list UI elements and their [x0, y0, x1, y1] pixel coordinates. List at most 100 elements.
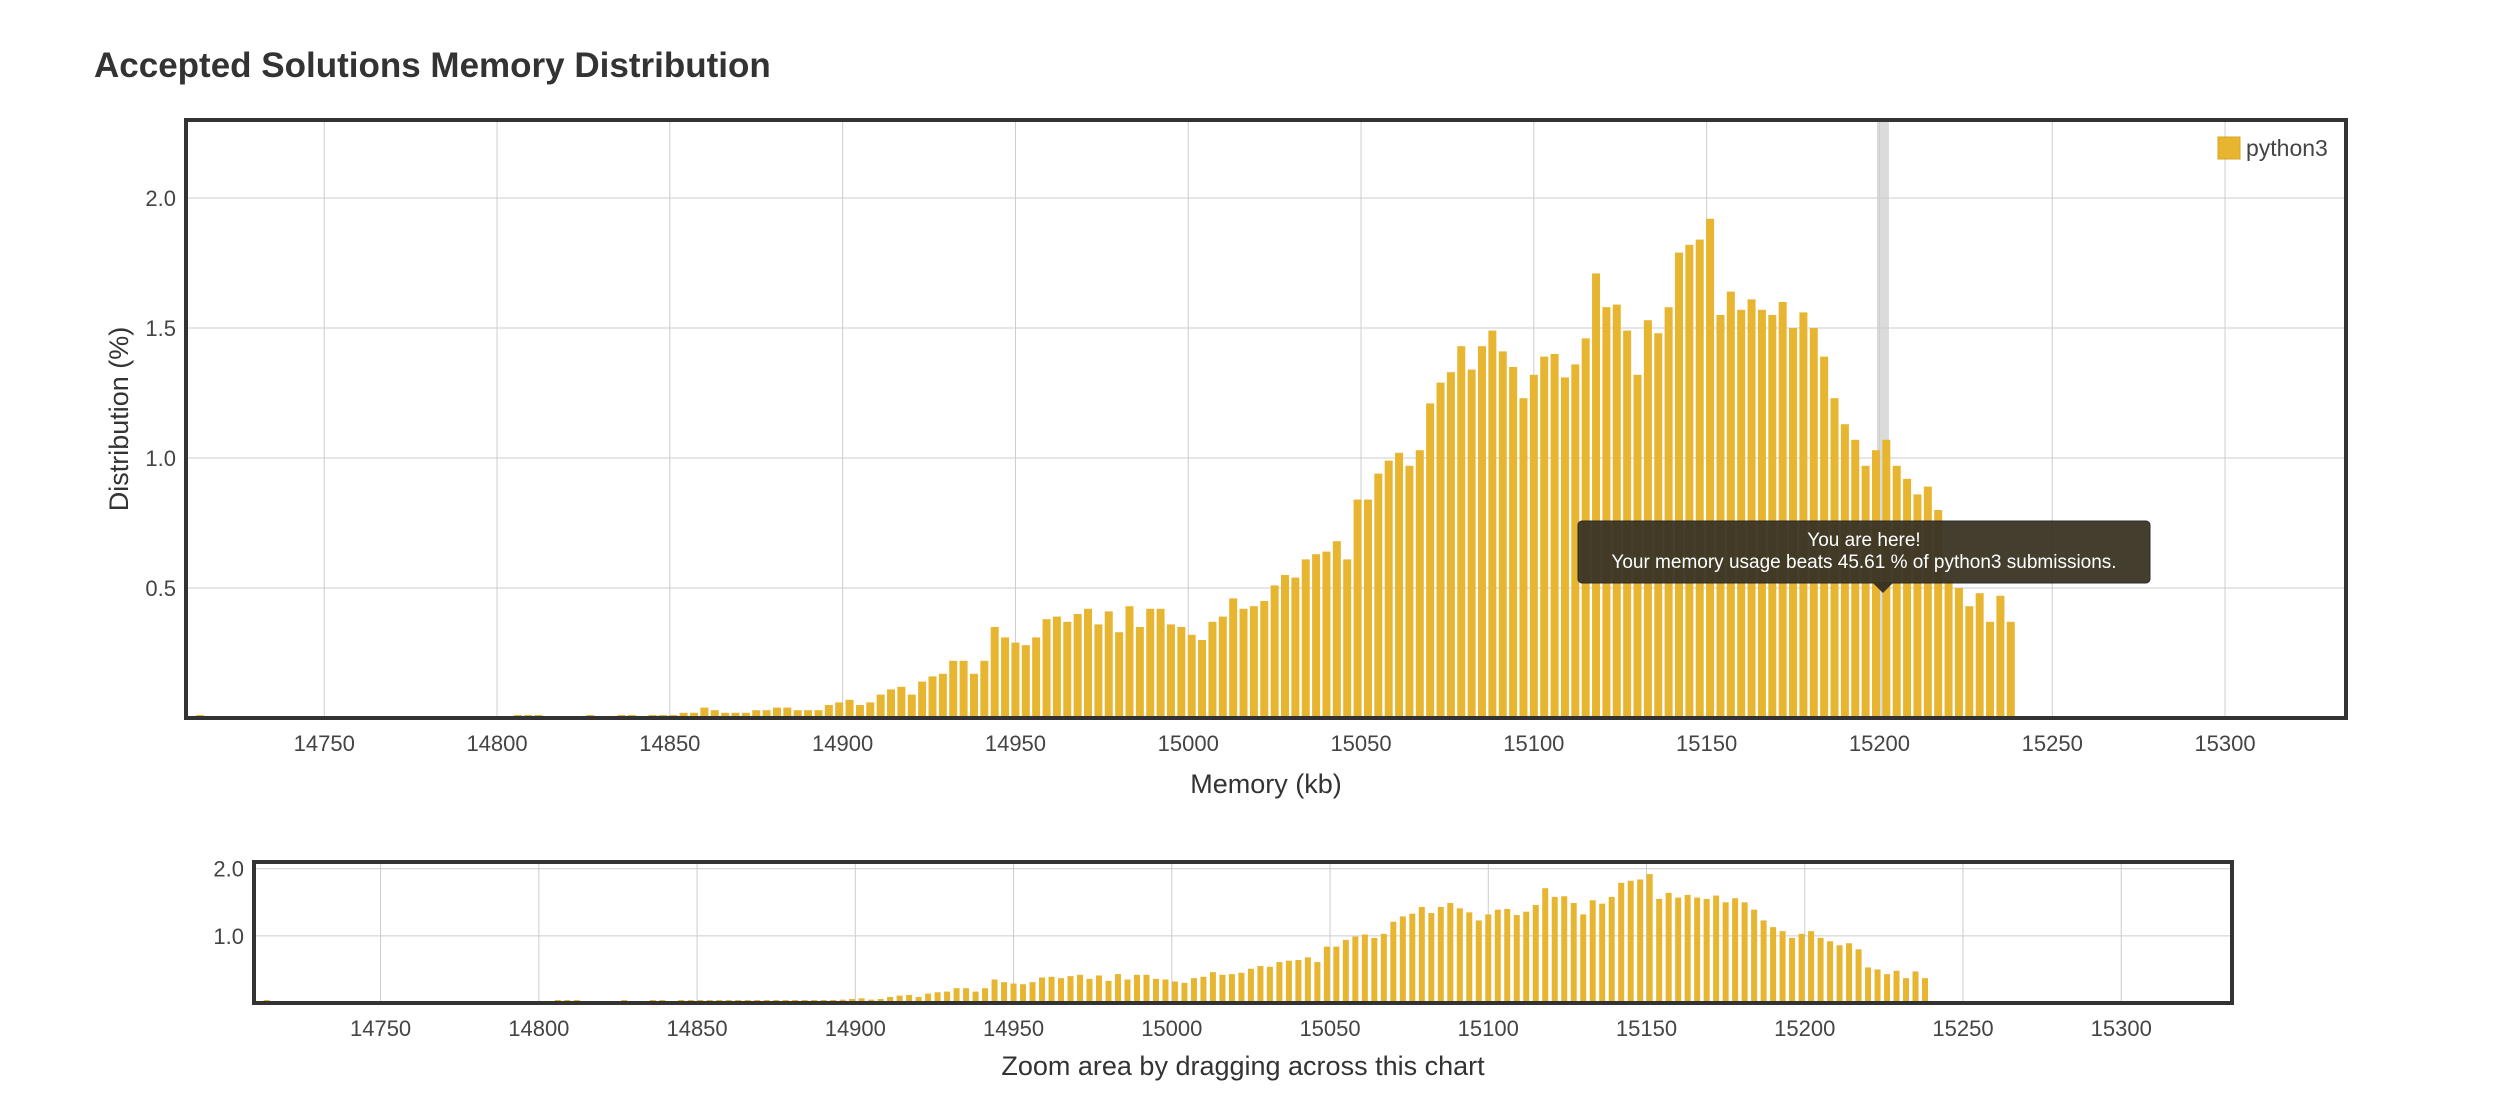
- navigator-bar: [1618, 882, 1625, 1003]
- navigator-chart[interactable]: 14750 14800 14850 14900 14950 15000 15050 15100…: [213, 857, 2234, 1081]
- main-bar: [949, 660, 958, 718]
- navigator-bar: [1713, 895, 1720, 1003]
- navigator-bar: [1789, 937, 1796, 1003]
- navigator-bar: [1865, 967, 1872, 1003]
- navigator-bar: [991, 979, 998, 1003]
- navigator-bar: [1361, 934, 1368, 1003]
- main-bar: [1115, 632, 1124, 718]
- main-bar: [1913, 494, 1922, 718]
- main-bar: [783, 707, 792, 718]
- navigator-bar: [1048, 976, 1055, 1003]
- navigator-bar: [1903, 978, 1910, 1003]
- main-y-tick-label: 1.5: [145, 316, 176, 341]
- main-bar: [1156, 608, 1165, 718]
- main-bar: [1986, 621, 1995, 718]
- navigator-bar: [1181, 982, 1188, 1003]
- main-bar: [1498, 351, 1507, 718]
- x-axis-title: Memory (kb): [1190, 769, 1342, 799]
- navigator-bar: [1684, 894, 1691, 1003]
- navigator-x-tick-label: 15150: [1616, 1016, 1677, 1041]
- navigator-bar: [1580, 914, 1587, 1003]
- main-y-tick-label: 2.0: [145, 186, 176, 211]
- navigator-x-tick-label: 15050: [1299, 1016, 1360, 1041]
- navigator-bar: [1152, 978, 1159, 1003]
- navigator-y-tick-label: 2.0: [213, 857, 244, 882]
- navigator-bar: [1732, 898, 1739, 1003]
- navigator-bar: [1798, 933, 1805, 1003]
- y-axis-title: Distribution (%): [104, 327, 134, 512]
- navigator-bar: [1893, 970, 1900, 1003]
- main-bar: [1467, 369, 1476, 718]
- navigator-bar: [1855, 949, 1862, 1003]
- main-bar: [1343, 559, 1352, 718]
- main-bar: [1726, 291, 1735, 718]
- navigator-bar: [1485, 914, 1492, 1003]
- navigator-bar: [1513, 915, 1520, 1003]
- main-bar: [1094, 624, 1103, 718]
- navigator-bar: [1323, 946, 1330, 1003]
- main-chart[interactable]: 14750 14800 14850 14900 14950 15000 15050 15100…: [104, 118, 2348, 799]
- navigator-x-tick-label: 14900: [825, 1016, 886, 1041]
- navigator-bar: [1741, 902, 1748, 1003]
- navigator-bar: [1039, 977, 1046, 1003]
- main-bar: [1488, 330, 1497, 718]
- navigator-bar: [1010, 983, 1017, 1003]
- main-bar: [824, 705, 833, 718]
- you-are-here-tooltip: You are here!Your memory usage beats 45.…: [1577, 520, 2151, 593]
- navigator-bar: [1390, 921, 1397, 1003]
- navigator-bar: [1352, 936, 1359, 1003]
- main-y-tick-label: 1.0: [145, 446, 176, 471]
- navigator-bar: [1542, 888, 1549, 1003]
- main-bar: [1954, 588, 1963, 718]
- main-bar: [1322, 551, 1331, 718]
- navigator-bar: [858, 998, 865, 1003]
- main-bar: [1706, 218, 1715, 719]
- navigator-bar: [1029, 982, 1036, 1003]
- main-bar: [1063, 621, 1072, 718]
- main-bar: [928, 676, 937, 718]
- main-bar: [1457, 346, 1466, 718]
- main-plot-frame: [184, 118, 2348, 720]
- main-bar: [1716, 315, 1725, 718]
- navigator-bar: [1333, 946, 1340, 1003]
- main-bar: [907, 694, 916, 718]
- navigator-bar: [1020, 984, 1027, 1003]
- navigator-bar: [1086, 978, 1093, 1003]
- navigator-bar: [1523, 911, 1530, 1003]
- main-bar: [1768, 315, 1777, 718]
- main-bar: [700, 707, 709, 718]
- main-bar: [1291, 577, 1300, 718]
- main-bar: [1903, 478, 1912, 718]
- main-bar: [1602, 307, 1611, 718]
- main-bar: [1415, 450, 1424, 718]
- navigator-y-tick-label: 1.0: [213, 924, 244, 949]
- navigator-bar: [1846, 943, 1853, 1003]
- navigator-bar: [1456, 908, 1463, 1003]
- navigator-bar: [1703, 898, 1710, 1003]
- main-bar: [1239, 608, 1248, 718]
- navigator-caption: Zoom area by dragging across this chart: [1001, 1051, 1485, 1081]
- main-bar: [845, 699, 854, 718]
- tooltip-pointer: [1872, 583, 1893, 593]
- navigator-bar: [1399, 916, 1406, 1003]
- main-bar: [721, 712, 730, 718]
- main-bar: [1229, 598, 1238, 718]
- navigator-bar: [1627, 880, 1634, 1003]
- navigator-bar: [925, 993, 932, 1003]
- navigator-bar: [953, 988, 960, 1003]
- navigator-bar: [896, 995, 903, 1003]
- navigator-bar: [1751, 909, 1758, 1003]
- main-bar: [1011, 642, 1020, 718]
- main-bar: [1965, 606, 1974, 718]
- main-bar: [1281, 575, 1290, 718]
- main-bar: [731, 712, 740, 718]
- main-bar: [855, 705, 864, 718]
- navigator-bar: [1722, 902, 1729, 1003]
- navigator-bar: [1608, 896, 1615, 1003]
- main-bar: [897, 686, 906, 718]
- main-bar: [1312, 554, 1321, 718]
- navigator-bar: [1285, 960, 1292, 1003]
- navigator-bar: [1295, 960, 1302, 1003]
- navigator-x-tick-label: 15100: [1458, 1016, 1519, 1041]
